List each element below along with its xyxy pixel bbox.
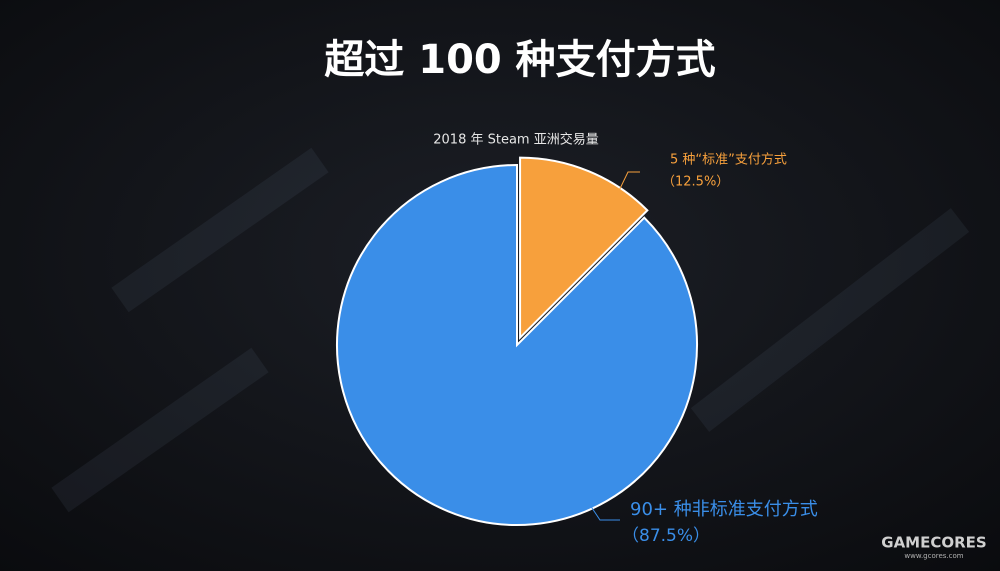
slice-value-label: （87.5%）	[622, 526, 710, 546]
background-streaks	[51, 147, 970, 513]
watermark-url: www.gcores.com	[904, 552, 963, 560]
leader-line	[599, 171, 640, 231]
chart-title: 超过 100 种支付方式	[324, 37, 715, 83]
pie-slice	[336, 163, 698, 526]
pie-slice	[519, 156, 649, 341]
chart-subtitle: 2018 年 Steam 亚洲交易量	[433, 132, 598, 148]
slice-label: 90+ 种非标准支付方式	[630, 499, 818, 520]
leader-line	[579, 489, 620, 521]
slice-value-label: （12.5%）	[662, 175, 729, 190]
watermark-brand: GAMECORES	[881, 534, 986, 552]
slice-label: 5 种“标准”支付方式	[670, 152, 787, 168]
